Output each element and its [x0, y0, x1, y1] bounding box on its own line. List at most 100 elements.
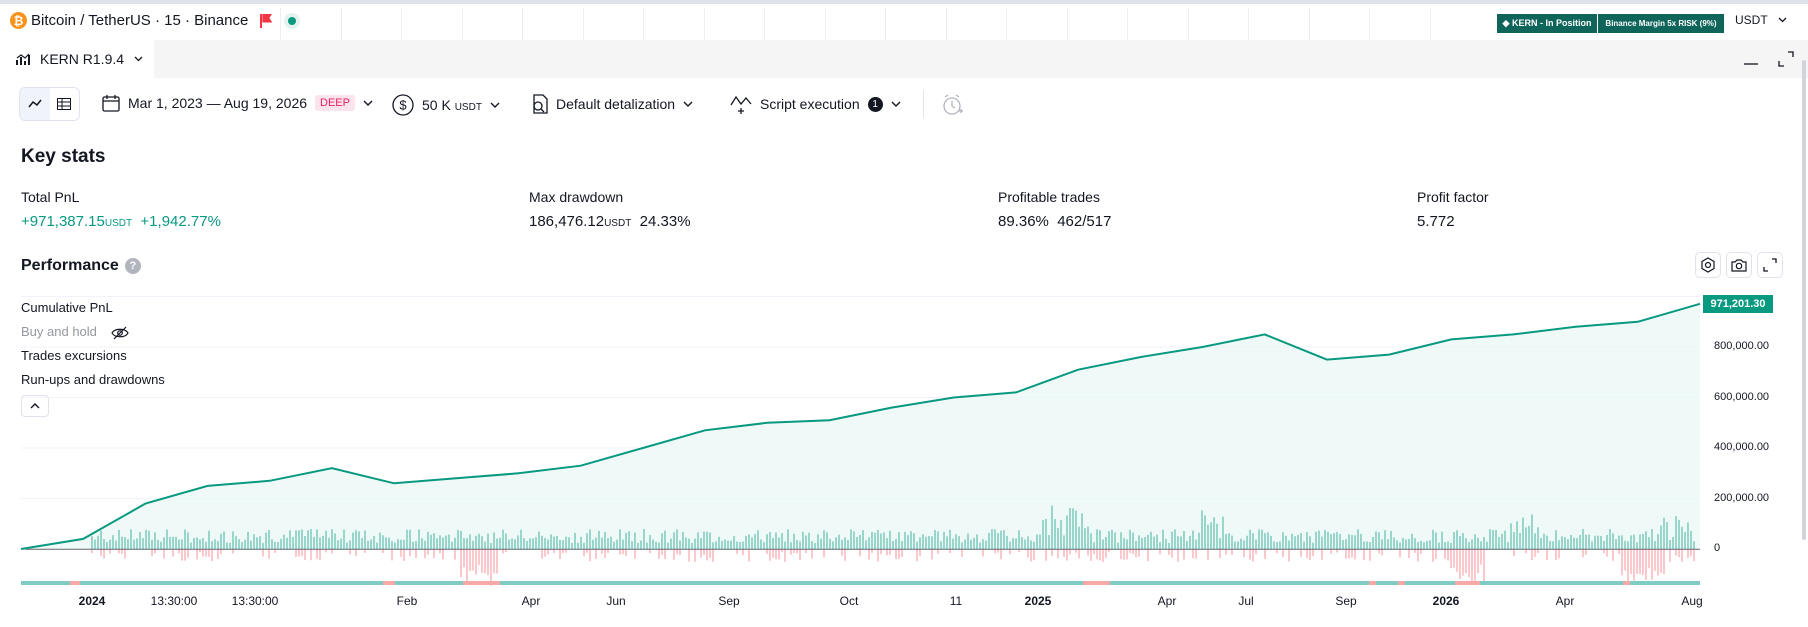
- drawdown-segment: [70, 581, 80, 585]
- stat-profit-factor: Profit factor 5.772: [1417, 189, 1489, 230]
- capital-value: 50 K: [422, 97, 451, 113]
- x-axis-label: Sep: [1335, 594, 1357, 608]
- minimize-icon[interactable]: [1744, 62, 1758, 66]
- deep-badge: DEEP: [315, 95, 355, 111]
- runup-strip: [21, 581, 1700, 585]
- initial-capital-select[interactable]: $ 50 K USDT: [392, 94, 500, 116]
- tab-label: KERN R1.9.4: [40, 51, 125, 67]
- gear-icon: [1701, 257, 1715, 273]
- x-axis-label: Aug: [1681, 594, 1703, 608]
- table-view-button[interactable]: [50, 88, 80, 120]
- y-axis-label: 600,000.00: [1714, 390, 1770, 403]
- script-execution-select[interactable]: Script execution 1: [730, 94, 901, 114]
- last-value-label: 971,201.30: [1703, 295, 1773, 313]
- x-axis-label: Apr: [1157, 594, 1177, 608]
- stat-max-drawdown: Max drawdown 186,476.12USDT 24.33%: [529, 189, 691, 230]
- collapse-legend-button[interactable]: [21, 395, 49, 417]
- symbol-info[interactable]: ₿ Bitcoin / TetherUS · 15 · Binance: [10, 12, 301, 29]
- legend-label: Buy and hold: [21, 324, 97, 339]
- y-axis-label: 0: [1714, 542, 1721, 554]
- x-axis-label: Apr: [1555, 594, 1575, 608]
- risk-badge: Binance Margin 5x RISK (9%): [1598, 14, 1724, 33]
- legend-cumulative-pnl[interactable]: Cumulative PnL: [21, 300, 113, 315]
- x-axis-label: Feb: [396, 594, 418, 608]
- camera-icon: [1731, 259, 1747, 272]
- detalization-select[interactable]: Default detalization: [530, 94, 693, 114]
- drawdown-segment: [383, 581, 395, 585]
- expand-icon: [1763, 258, 1777, 272]
- drawdown-segment: [1369, 581, 1376, 585]
- fullscreen-button[interactable]: [1757, 252, 1783, 278]
- stat-percent: 89.36%: [998, 213, 1049, 230]
- x-axis-label: 2024: [78, 594, 106, 608]
- flag-icon[interactable]: [260, 13, 272, 28]
- dollar-icon: $: [392, 94, 414, 116]
- x-axis-label: 2026: [1432, 594, 1460, 608]
- y-axis-label: 400,000.00: [1714, 441, 1770, 453]
- currency-select[interactable]: USDT: [1735, 13, 1787, 27]
- stat-label: Max drawdown: [529, 189, 624, 205]
- maximize-icon[interactable]: [1778, 51, 1794, 67]
- line-chart-icon: [28, 99, 42, 108]
- detalization-label: Default detalization: [556, 96, 676, 112]
- x-axis-label: 2025: [1024, 594, 1052, 608]
- drawdown-segment: [1398, 581, 1405, 585]
- stat-percent: +1,942.77%: [140, 213, 221, 230]
- x-axis-label: Oct: [839, 594, 859, 608]
- x-axis-label: 11: [949, 594, 963, 608]
- tab-strategy[interactable]: KERN R1.9.4: [0, 40, 154, 78]
- add-alert-button[interactable]: [942, 94, 964, 116]
- bitcoin-icon: ₿: [10, 12, 27, 29]
- cumulative-pnl-area: [21, 303, 1700, 549]
- date-range-label: Mar 1, 2023 — Aug 19, 2026: [128, 95, 308, 111]
- chevron-down-icon[interactable]: [134, 56, 143, 62]
- chart-view-button[interactable]: [20, 88, 50, 120]
- date-range-select[interactable]: Mar 1, 2023 — Aug 19, 2026 DEEP: [102, 94, 373, 112]
- position-badge: ◆ KERN - In Position: [1497, 14, 1597, 33]
- svg-text:$: $: [399, 98, 407, 113]
- x-axis-label: Jul: [1238, 594, 1254, 608]
- chevron-down-icon: [891, 101, 901, 107]
- eye-crossed-icon[interactable]: [110, 326, 129, 340]
- drawdown-segment: [1455, 581, 1480, 585]
- chevron-down-icon: [490, 102, 500, 108]
- legend-buy-and-hold[interactable]: Buy and hold: [21, 324, 129, 340]
- report-toolbar: Mar 1, 2023 — Aug 19, 2026 DEEP $ 50 K U…: [0, 84, 1808, 124]
- help-icon[interactable]: ?: [124, 258, 141, 274]
- toolbar-divider: [923, 90, 924, 118]
- tab-bar: KERN R1.9.4: [0, 40, 1808, 78]
- detalization-icon: [533, 94, 548, 114]
- stat-unit: USDT: [604, 218, 632, 229]
- currency-label: USDT: [1735, 13, 1768, 27]
- x-axis-label: 13:30:00: [231, 594, 279, 608]
- chevron-up-icon: [30, 403, 40, 409]
- drawdown-segment: [1083, 581, 1110, 585]
- capital-unit: USDT: [454, 102, 482, 113]
- symbol-bar-grid: [280, 8, 1490, 42]
- script-count-badge: 1: [867, 96, 883, 112]
- strategy-icon: [16, 53, 30, 65]
- stat-label: Profitable trades: [998, 189, 1100, 205]
- screenshot-button[interactable]: [1726, 252, 1752, 278]
- legend-trades-excursions[interactable]: Trades excursions: [21, 348, 127, 363]
- stat-unit: USDT: [104, 218, 133, 229]
- x-axis-label: Apr: [521, 594, 541, 608]
- stat-ratio: 462/517: [1057, 213, 1112, 230]
- stat-percent: 24.33%: [639, 213, 691, 230]
- stat-total-pnl: Total PnL +971,387.15USDT +1,942.77%: [21, 189, 221, 230]
- table-icon: [57, 98, 72, 110]
- x-axis-label: Sep: [718, 594, 740, 608]
- key-stats-title: Key stats: [21, 146, 106, 167]
- settings-button[interactable]: [1695, 252, 1721, 278]
- scrollbar[interactable]: [1802, 60, 1806, 540]
- performance-title-text: Performance: [21, 257, 119, 274]
- cumulative-pnl-line: [20, 302, 1701, 550]
- chevron-down-icon: [683, 101, 693, 107]
- legend-runups-drawdowns[interactable]: Run-ups and drawdowns: [21, 372, 165, 387]
- performance-chart[interactable]: [0, 290, 1808, 590]
- stat-label: Total PnL: [21, 189, 80, 205]
- drawdown-segment: [463, 581, 500, 585]
- alarm-clock-icon: [943, 94, 963, 115]
- y-axis-label: 200,000.00: [1714, 491, 1770, 504]
- market-status-icon: [284, 12, 301, 29]
